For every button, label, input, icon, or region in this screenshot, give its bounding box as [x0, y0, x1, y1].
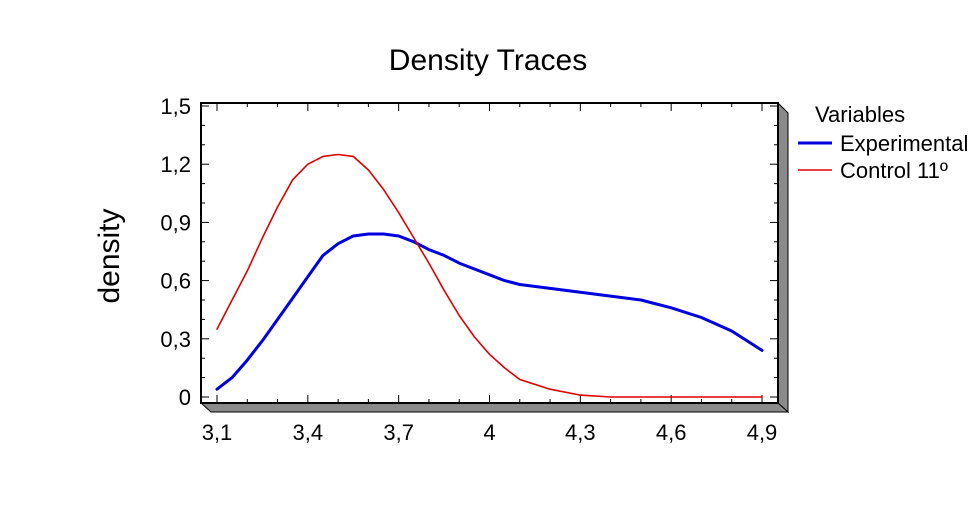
series-line-experimental: [215, 232, 764, 391]
plot-depth-bottom: [199, 402, 790, 413]
plot-depth-right: [777, 101, 789, 414]
x-tick-label: 3,1: [202, 420, 233, 445]
y-tick-label: 0: [179, 385, 191, 410]
y-tick-label: 0,3: [160, 327, 191, 352]
x-tick-label: 4,6: [656, 420, 687, 445]
y-tick-label: 0,9: [160, 210, 191, 235]
y-tick-label: 1,5: [160, 94, 191, 119]
legend: Variables Experimental Control 11º: [798, 102, 968, 183]
y-tick-label: 0,6: [160, 269, 191, 294]
chart-title: Density Traces: [389, 44, 587, 77]
x-tick-label: 4,3: [565, 420, 596, 445]
x-tick-label: 3,7: [383, 420, 414, 445]
series-line-control: [216, 153, 763, 398]
axis-ticks: [201, 103, 778, 403]
plot-area: [200, 102, 779, 404]
y-tick-label: 1,2: [160, 152, 191, 177]
legend-label-control: Control 11º: [840, 158, 948, 183]
series-layer: [215, 153, 764, 398]
y-axis-label: density: [93, 208, 126, 303]
legend-title: Variables: [815, 102, 905, 127]
x-tick-label: 4,9: [747, 420, 778, 445]
legend-label-experimental: Experimental: [840, 131, 968, 156]
x-tick-label: 3,4: [293, 420, 324, 445]
x-tick-label: 4: [483, 420, 495, 445]
axis-tick-labels: 0 0,3 0,6 0,9 1,2 1,5 3,1 3,4 3,7 4 4,3 4,6 4,9: [160, 94, 777, 445]
